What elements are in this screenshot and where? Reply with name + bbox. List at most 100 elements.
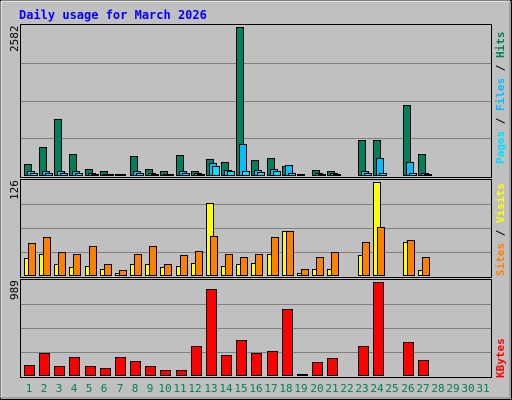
day-label-15: 15 [234,382,247,395]
bar-sites-day-19 [301,269,309,276]
bar-kbytes-day-14 [221,355,232,376]
day-label-11: 11 [173,382,186,395]
bar-sites-day-24 [377,227,385,276]
day-label-16: 16 [249,382,262,395]
panel-kbytes-border [20,279,492,378]
day-label-19: 19 [294,382,307,395]
day-labels: 1 2 3 4 5 6 7 8 9 10 11 12 13 14 15 16 17 18 19 20 21 22 23 24 2… [26,382,490,395]
bar-pages-day-3 [60,173,68,176]
day-label-1: 1 [26,382,33,395]
bar-pages-day-21 [333,174,341,176]
bar-kbytes-day-21 [327,358,338,376]
day-label-30: 30 [461,382,474,395]
bar-sites-day-1 [28,243,36,276]
bar-kbytes-day-11 [176,370,187,376]
panel-kbytes-ymax-label: 989 [8,280,21,300]
bar-kbytes-day-12 [191,346,202,376]
bar-kbytes-day-20 [312,362,323,376]
bar-pages-day-27 [424,174,432,176]
bar-pages-day-9 [151,174,159,176]
chart-title: Daily usage for March 2026 [19,8,207,22]
day-label-29: 29 [446,382,459,395]
day-label-25: 25 [385,382,398,395]
legend-sep-3: / [494,223,507,243]
bar-sites-day-27 [422,257,430,276]
bar-pages-day-24 [379,173,387,176]
bar-hits-day-3 [54,119,62,176]
bar-sites-day-12 [195,251,203,276]
day-label-17: 17 [264,382,277,395]
legend-sites: Sites [494,243,507,276]
day-label-2: 2 [41,382,48,395]
bar-pages-day-6 [106,174,114,176]
bar-hits-day-19 [297,174,305,176]
bar-files-day-7 [118,174,126,176]
bar-hits-day-27 [418,154,426,176]
panel-sites-ymax-label: 126 [8,180,21,200]
bar-kbytes-day-8 [130,361,141,376]
day-label-7: 7 [117,382,124,395]
legend-hits-files-pages: Pages / Files / Hits [494,32,507,165]
day-label-28: 28 [431,382,444,395]
bar-sites-day-7 [119,270,127,276]
bar-sites-day-2 [43,237,51,276]
day-label-20: 20 [310,382,323,395]
day-label-6: 6 [101,382,108,395]
bar-kbytes-day-13 [206,289,217,376]
bar-files-day-15 [239,144,247,176]
bar-kbytes-day-24 [373,282,384,376]
day-label-31: 31 [476,382,489,395]
bar-kbytes-day-3 [54,366,65,376]
bar-kbytes-day-15 [236,340,247,376]
day-label-3: 3 [56,382,63,395]
bar-sites-day-15 [240,257,248,276]
bar-sites-day-16 [255,254,263,276]
legend-files: Files [494,78,507,111]
bar-sites-day-20 [316,257,324,276]
bar-pages-day-8 [136,173,144,176]
day-label-26: 26 [401,382,414,395]
bar-pages-day-17 [273,171,281,176]
bar-kbytes-day-10 [160,370,171,376]
bar-pages-day-26 [409,173,417,176]
bar-pages-day-18 [288,173,296,176]
day-label-9: 9 [147,382,154,395]
bar-sites-day-8 [134,254,142,276]
bar-pages-day-10 [166,174,174,176]
bar-kbytes-day-7 [115,357,126,376]
bar-sites-day-26 [407,240,415,276]
bar-kbytes-day-23 [358,346,369,376]
day-label-4: 4 [71,382,78,395]
bar-kbytes-day-9 [145,366,156,376]
bar-kbytes-day-16 [251,353,262,376]
bar-pages-day-16 [257,172,265,176]
day-label-8: 8 [132,382,139,395]
day-label-23: 23 [355,382,368,395]
bar-kbytes-day-6 [100,368,111,376]
bar-pages-day-14 [227,171,235,176]
bar-kbytes-day-5 [85,366,96,376]
bar-pages-day-4 [75,173,83,176]
legend-sep-2: / [494,58,507,78]
legend-hits: Hits [494,32,507,59]
bar-sites-day-5 [89,246,97,276]
bar-sites-day-11 [180,255,188,276]
bar-pages-day-5 [91,174,99,176]
bar-sites-day-3 [58,252,66,276]
bar-sites-day-10 [164,264,172,276]
day-label-5: 5 [86,382,93,395]
bars-layer [24,27,432,376]
bar-pages-day-20 [318,174,326,176]
day-label-12: 12 [188,382,201,395]
bar-kbytes-day-18 [282,309,293,376]
bar-hits-day-23 [358,140,366,176]
bar-kbytes-day-19 [297,374,308,376]
bar-kbytes-day-2 [39,353,50,376]
day-label-13: 13 [204,382,217,395]
bar-pages-day-12 [197,174,205,176]
bar-kbytes-day-4 [69,357,80,376]
bar-pages-day-1 [30,173,38,176]
bar-kbytes-day-17 [267,351,278,376]
